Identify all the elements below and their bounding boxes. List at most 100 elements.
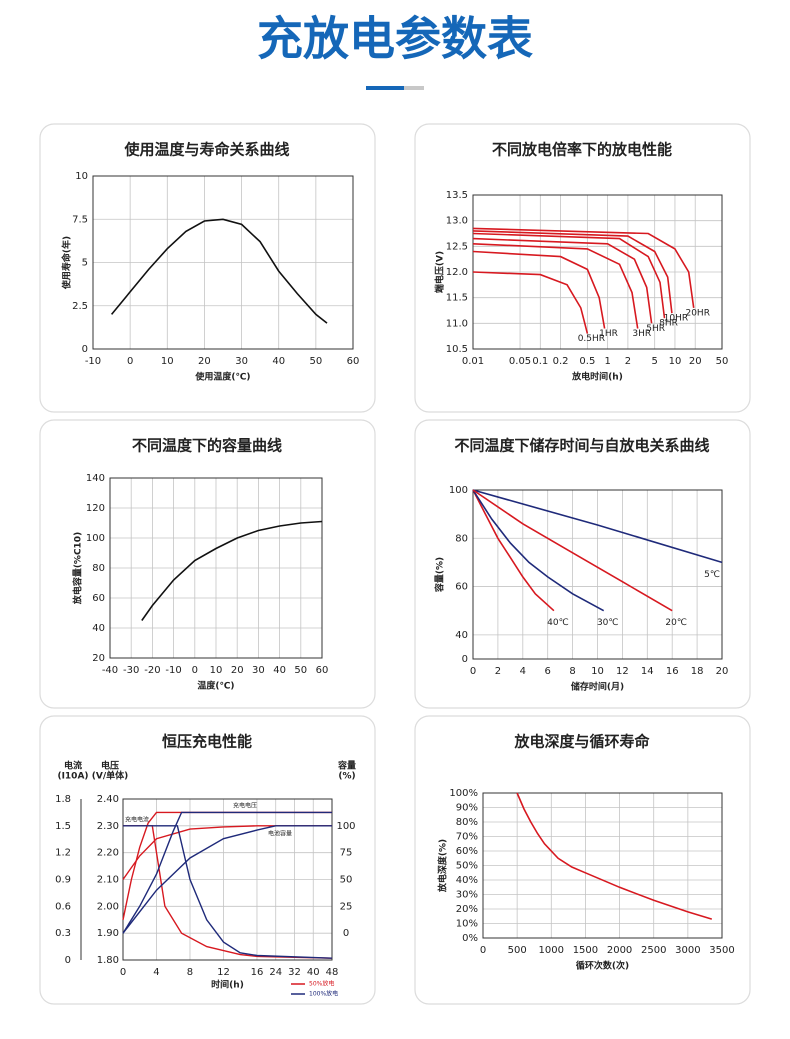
y-tick-label: 140 bbox=[86, 473, 105, 484]
legend-label: 100%放电 bbox=[309, 990, 338, 998]
y-tick-label: 13.5 bbox=[446, 190, 468, 201]
x-axis-label: 使用温度(℃) bbox=[194, 371, 250, 383]
x-tick-label: 2500 bbox=[641, 945, 666, 956]
panel bbox=[414, 419, 751, 709]
y-tick-label: 2.00 bbox=[97, 901, 119, 912]
x-tick-label: 20 bbox=[231, 665, 244, 676]
y-tick-label: 0 bbox=[82, 344, 88, 355]
y-axis-label: 放电容量(%C10) bbox=[72, 532, 84, 605]
chart-title: 不同放电倍率下的放电性能 bbox=[492, 141, 672, 159]
data-line bbox=[472, 237, 653, 324]
x-tick-label: 6 bbox=[545, 666, 551, 677]
panel bbox=[414, 123, 751, 413]
x-tick-label: 0.5 bbox=[579, 356, 595, 367]
series-label: 1HR bbox=[599, 329, 618, 339]
data-line bbox=[122, 825, 332, 934]
y-axis-title: 电压 bbox=[101, 760, 119, 772]
y-tick-label: 13.0 bbox=[446, 216, 468, 227]
y-tick-label: 2.20 bbox=[97, 848, 119, 859]
panel bbox=[414, 715, 751, 1005]
y-tick-label: 75 bbox=[340, 848, 353, 859]
data-line bbox=[122, 811, 332, 934]
x-axis-label: 温度(℃) bbox=[197, 680, 234, 692]
data-line bbox=[141, 520, 323, 621]
x-tick-label: 40 bbox=[273, 665, 286, 676]
x-tick-label: 18 bbox=[691, 666, 704, 677]
data-line bbox=[472, 230, 673, 314]
series-label: 5℃ bbox=[704, 570, 720, 580]
x-tick-label: 20 bbox=[689, 356, 702, 367]
y-tick-label: 2.30 bbox=[97, 821, 119, 832]
series-label: 0.5HR bbox=[578, 334, 605, 344]
y-tick-label: 0.6 bbox=[55, 901, 71, 912]
y-tick-label: 70% bbox=[456, 832, 478, 843]
series-label: 20℃ bbox=[665, 618, 687, 628]
y-tick-label: 2.10 bbox=[97, 875, 119, 886]
y-tick-label: 40% bbox=[456, 875, 478, 886]
x-tick-label: 60 bbox=[316, 665, 329, 676]
x-tick-label: 50 bbox=[309, 356, 322, 367]
x-tick-label: 4 bbox=[520, 666, 526, 677]
y-tick-label: 120 bbox=[86, 503, 105, 514]
data-line bbox=[472, 271, 589, 334]
x-tick-label: 24 bbox=[269, 967, 282, 978]
annotation: 充电电压 bbox=[233, 802, 257, 810]
chart-title: 不同温度下的容量曲线 bbox=[132, 437, 282, 455]
x-tick-label: 10 bbox=[210, 665, 223, 676]
x-tick-label: 0 bbox=[120, 967, 126, 978]
y-tick-label: 10% bbox=[456, 919, 478, 930]
panel bbox=[39, 715, 376, 1005]
y-tick-label: 80 bbox=[92, 563, 105, 574]
x-tick-label: 0.1 bbox=[532, 356, 548, 367]
y-tick-label: 1.2 bbox=[55, 848, 71, 859]
series-label: 5HR bbox=[646, 324, 665, 334]
y-tick-label: 100 bbox=[86, 533, 105, 544]
y-axis-label: 使用寿命(年) bbox=[61, 236, 73, 290]
x-tick-label: -10 bbox=[165, 665, 181, 676]
data-line bbox=[472, 250, 606, 329]
x-tick-label: 8 bbox=[569, 666, 575, 677]
title-underline bbox=[366, 86, 404, 90]
x-tick-label: 50 bbox=[716, 356, 729, 367]
chart-title: 恒压充电性能 bbox=[162, 733, 252, 751]
y-tick-label: 2.5 bbox=[72, 301, 88, 312]
x-tick-label: 30 bbox=[235, 356, 248, 367]
x-tick-label: 40 bbox=[307, 967, 320, 978]
y-tick-label: 2.40 bbox=[97, 794, 119, 805]
page-title: 充放电参数表 bbox=[257, 12, 533, 66]
y-tick-label: 80% bbox=[456, 817, 478, 828]
x-tick-label: 48 bbox=[326, 967, 339, 978]
x-tick-label: 500 bbox=[508, 945, 527, 956]
x-tick-label: 16 bbox=[666, 666, 679, 677]
panel bbox=[39, 419, 376, 709]
x-tick-label: 4 bbox=[153, 967, 159, 978]
data-line bbox=[472, 489, 605, 612]
y-tick-label: 0.3 bbox=[55, 928, 71, 939]
y-tick-label: 60% bbox=[456, 846, 478, 857]
data-line bbox=[472, 232, 666, 319]
x-tick-label: 14 bbox=[641, 666, 654, 677]
x-tick-label: 0 bbox=[470, 666, 476, 677]
y-tick-label: 50 bbox=[340, 875, 353, 886]
annotation: 电池容量 bbox=[268, 830, 292, 838]
x-tick-label: 16 bbox=[251, 967, 264, 978]
y-tick-label: 0% bbox=[462, 933, 478, 944]
y-tick-label: 0 bbox=[343, 928, 349, 939]
series-label: 30℃ bbox=[597, 618, 619, 628]
y-tick-label: 11.0 bbox=[446, 318, 468, 329]
legend-label: 50%放电 bbox=[309, 980, 334, 988]
x-axis-label: 放电时间(h) bbox=[571, 371, 623, 383]
data-line bbox=[472, 489, 555, 612]
x-tick-label: 10 bbox=[591, 666, 604, 677]
y-tick-label: 100% bbox=[449, 788, 478, 799]
data-line bbox=[472, 227, 695, 309]
y-tick-label: 30% bbox=[456, 890, 478, 901]
y-tick-label: 40 bbox=[92, 623, 105, 634]
data-line bbox=[472, 489, 673, 612]
x-tick-label: -40 bbox=[102, 665, 118, 676]
x-tick-label: 12 bbox=[217, 967, 230, 978]
x-tick-label: 10 bbox=[161, 356, 174, 367]
y-tick-label: 1.90 bbox=[97, 928, 119, 939]
x-tick-label: 20 bbox=[716, 666, 729, 677]
x-tick-label: -30 bbox=[123, 665, 139, 676]
